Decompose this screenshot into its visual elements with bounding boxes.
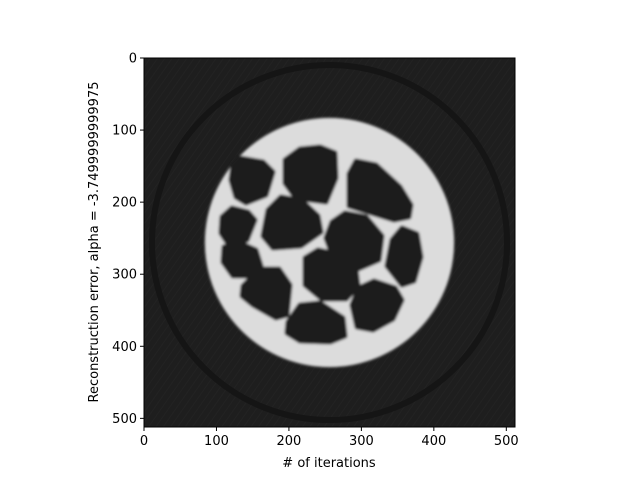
y-tick-label-300: 300	[112, 268, 137, 283]
cell-1	[228, 155, 276, 206]
reconstruction-image	[144, 58, 515, 427]
cell-4	[218, 205, 258, 248]
phantom-ring	[204, 117, 455, 368]
cell-3	[346, 158, 414, 223]
x-tick-label-200: 200	[277, 434, 302, 449]
cell-10	[239, 266, 293, 321]
y-tick-label-500: 500	[112, 412, 137, 427]
x-tick-label-100: 100	[204, 434, 229, 449]
x-axis-label: # of iterations	[282, 456, 376, 471]
x-tick-label-400: 400	[421, 434, 446, 449]
cell-7	[384, 225, 424, 288]
y-tick-label-200: 200	[112, 196, 137, 211]
y-tick-label-100: 100	[112, 124, 137, 139]
cell-11	[349, 278, 405, 333]
y-tick-label-0: 0	[129, 52, 137, 67]
cell-5	[260, 194, 324, 251]
outer-halo	[148, 61, 511, 424]
cell-12	[284, 300, 348, 345]
y-axis-label: Reconstruction error, alpha = -3.7499999…	[87, 82, 102, 403]
x-tick-label-0: 0	[140, 434, 148, 449]
cell-2	[282, 144, 339, 205]
y-axis: 0 100 200 300 400 500	[112, 52, 144, 427]
plot-frame	[143, 57, 516, 428]
x-tick-label-500: 500	[494, 434, 519, 449]
y-tick-label-400: 400	[112, 340, 137, 355]
x-tick-label-300: 300	[349, 434, 374, 449]
x-axis: 0 100 200 300 400 500	[140, 427, 519, 449]
